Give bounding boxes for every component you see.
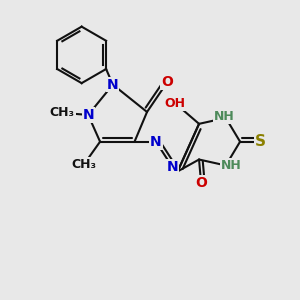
Text: O: O [195,176,207,190]
Text: NH: NH [221,159,242,172]
Text: N: N [82,108,94,122]
Text: OH: OH [164,98,185,110]
Text: N: N [150,135,162,149]
Text: S: S [255,134,266,149]
Text: N: N [167,160,178,174]
Text: N: N [107,78,119,92]
Text: CH₃: CH₃ [71,158,97,171]
Text: NH: NH [214,110,235,123]
Text: O: O [161,75,173,89]
Text: CH₃: CH₃ [50,106,75,119]
